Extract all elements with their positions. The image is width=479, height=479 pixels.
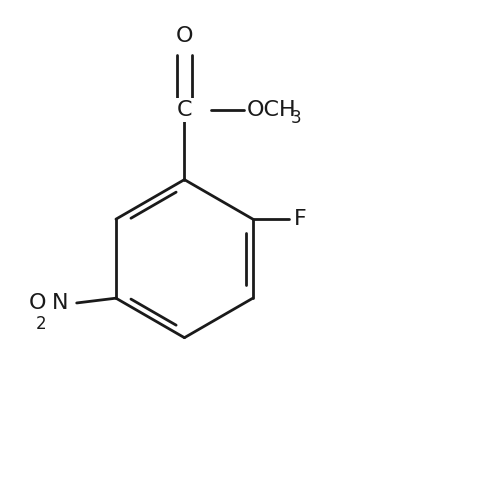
Text: O: O [29,293,46,313]
Text: N: N [52,293,68,313]
Text: OCH: OCH [247,100,297,120]
Text: O: O [176,25,193,46]
Text: 2: 2 [36,315,46,333]
Text: C: C [177,100,192,120]
Text: F: F [294,209,307,229]
Text: 3: 3 [291,109,301,127]
